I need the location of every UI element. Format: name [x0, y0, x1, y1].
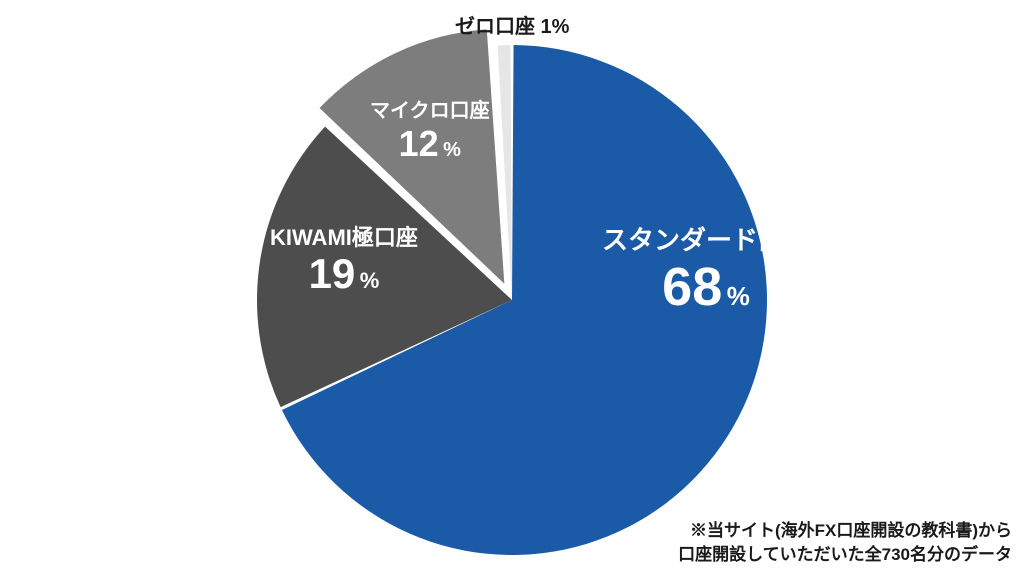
footnote-line2: 口座開設していただいた全730名分のデータ: [678, 543, 1012, 568]
footnote: ※当サイト(海外FX口座開設の教科書)から 口座開設していただいた全730名分の…: [678, 519, 1012, 568]
slice-label-zero: ゼロ口座 1%: [455, 10, 569, 39]
chart-stage: スタンダード口座 68 % KIWAMI極口座 19 % マイクロ口座 12 %…: [0, 0, 1024, 576]
slice-pct-micro: %: [443, 139, 461, 161]
slice-name-kiwami: KIWAMI極口座: [270, 225, 418, 250]
slice-outer-text-zero: ゼロ口座 1%: [455, 16, 569, 38]
slice-value-standard: 68: [662, 257, 722, 317]
slice-label-micro: マイクロ口座 12 %: [370, 100, 490, 164]
pie-chart: [0, 0, 1024, 576]
slice-pct-kiwami: %: [360, 268, 380, 293]
slice-value-micro: 12: [399, 123, 439, 164]
slice-name-standard: スタンダード口座: [602, 226, 810, 256]
slice-value-kiwami: 19: [309, 250, 356, 297]
slice-label-kiwami: KIWAMI極口座 19 %: [270, 225, 418, 299]
slice-pct-standard: %: [727, 281, 750, 311]
footnote-line1: ※当サイト(海外FX口座開設の教科書)から: [678, 519, 1012, 544]
slice-name-micro: マイクロ口座: [370, 100, 490, 123]
slice-label-standard: スタンダード口座 68 %: [602, 226, 810, 318]
